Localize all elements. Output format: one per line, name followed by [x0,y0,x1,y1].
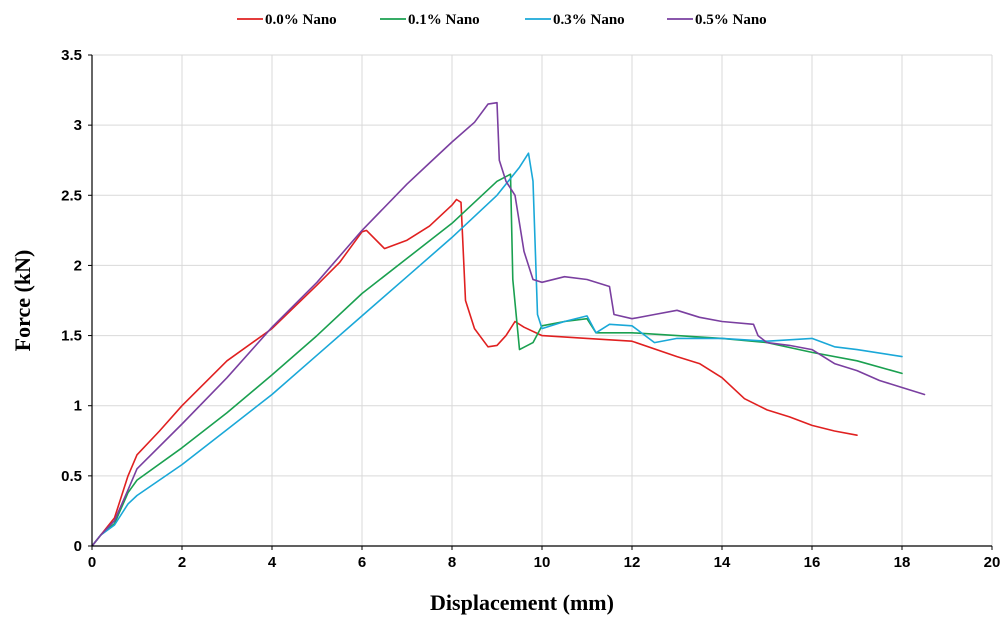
x-tick-label: 14 [714,554,731,571]
y-tick-label: 3 [74,117,82,134]
y-tick-label: 0.5 [61,468,82,485]
legend-item: 0.3% Nano [525,12,625,28]
y-axis-title: Force (kN) [10,250,35,352]
legend-label: 0.0% Nano [265,12,337,28]
legend-label: 0.5% Nano [695,12,767,28]
gridlines [91,54,993,547]
y-tick-label: 1 [74,398,82,415]
y-tick-label: 2 [74,257,82,274]
series-line-1 [91,198,858,547]
x-tick-label: 6 [358,554,366,571]
y-tick-label: 2.5 [61,187,82,204]
legend-item: 0.1% Nano [380,12,480,28]
x-tick-label: 20 [984,554,1001,571]
y-tick-label: 3.5 [61,47,82,64]
legend-item: 0.0% Nano [237,12,337,28]
y-tick-label: 1.5 [61,328,82,345]
legend: 0.0% Nano 0.1% Nano 0.3% Nano 0.5% Nano [237,12,767,28]
x-axis-title: Displacement (mm) [430,590,614,615]
legend-label: 0.3% Nano [553,12,625,28]
x-tick-label: 18 [894,554,911,571]
x-tick-label: 4 [268,554,277,571]
x-tick-label: 2 [178,554,186,571]
legend-label: 0.1% Nano [408,12,480,28]
x-tick-labels: 0 2 4 6 8 10 12 14 16 18 20 [88,546,1001,571]
x-tick-label: 10 [534,554,551,571]
x-tick-label: 12 [624,554,641,571]
series-line-4 [91,101,926,547]
y-tick-labels: 0 0.5 1 1.5 2 2.5 3 3.5 [61,47,92,555]
x-tick-label: 8 [448,554,456,571]
series-line-2 [91,173,903,547]
series-layer [91,101,926,547]
x-tick-label: 16 [804,554,821,571]
legend-item: 0.5% Nano [667,12,767,28]
y-tick-label: 0 [74,538,82,555]
x-tick-label: 0 [88,554,96,571]
series-line-3 [91,152,903,547]
